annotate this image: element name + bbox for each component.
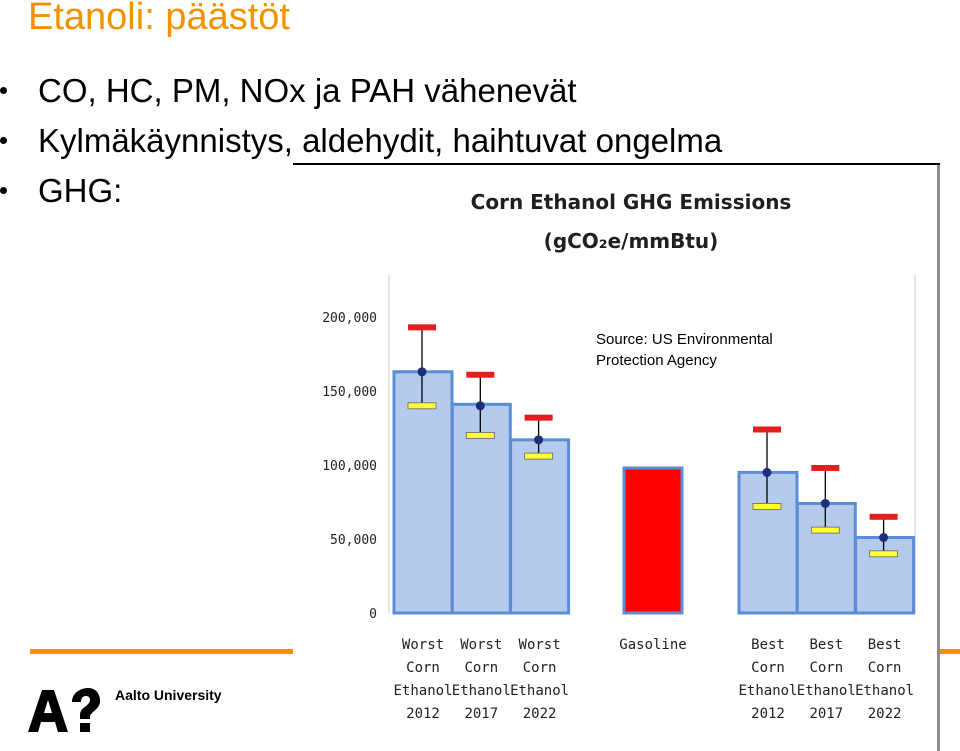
bullet-text: Kylmäkäynnistys, aldehydit, haihtuvat on… <box>38 122 723 159</box>
bar-gasoline <box>622 466 684 615</box>
mid-marker <box>879 533 889 543</box>
x-tick-label: Corn <box>809 660 843 676</box>
high-marker <box>408 324 436 331</box>
low-marker <box>465 431 495 439</box>
x-tick-label: Ethanol <box>855 683 914 699</box>
mid-marker <box>417 367 427 377</box>
chart-title: Corn Ethanol GHG Emissions <box>471 190 792 214</box>
bar <box>795 501 857 615</box>
x-tick-label: Worst <box>460 637 502 653</box>
x-tick-label: 2012 <box>406 706 440 722</box>
bullet-item: GHG: <box>0 172 200 212</box>
x-tick-label: Worst <box>402 637 444 653</box>
bullet-item: CO, HC, PM, NOx ja PAH vähenevät <box>0 72 700 112</box>
x-tick-label: 2022 <box>868 706 902 722</box>
x-tick-label: Gasoline <box>619 637 686 653</box>
mid-marker <box>820 498 830 508</box>
x-tick-label: Best <box>809 637 843 653</box>
high-marker <box>524 414 553 421</box>
low-marker <box>810 526 840 534</box>
mid-marker <box>475 401 485 411</box>
low-marker <box>524 452 554 460</box>
bullet-text: CO, HC, PM, NOx ja PAH vähenevät <box>38 72 577 109</box>
x-tick-label: Corn <box>523 660 557 676</box>
x-tick-label: Ethanol <box>797 683 856 699</box>
bar <box>854 536 916 615</box>
y-tick-label: 50,000 <box>330 533 377 548</box>
chart-panel: Corn Ethanol GHG Emissions (gCO₂e/mmBtu)… <box>293 165 938 751</box>
chart-frame-right <box>937 165 940 751</box>
x-tick-label: Worst <box>519 637 561 653</box>
bullet-dot <box>0 187 7 194</box>
y-tick-label: 0 <box>369 607 377 622</box>
x-tick-label: Best <box>751 637 785 653</box>
ghg-chart: Corn Ethanol GHG Emissions (gCO₂e/mmBtu)… <box>322 190 916 722</box>
low-marker <box>407 402 437 410</box>
source-note-line: Protection Agency <box>596 352 717 369</box>
high-marker <box>869 513 898 520</box>
x-tick-label: Ethanol <box>510 683 569 699</box>
chart-frame-top <box>293 163 940 165</box>
x-tick-label: Corn <box>868 660 902 676</box>
x-tick-label: 2012 <box>751 706 785 722</box>
x-tick-label: Corn <box>406 660 440 676</box>
x-tick-label: Best <box>868 637 902 653</box>
bullet-dot <box>0 137 7 144</box>
mid-marker <box>762 467 772 477</box>
bar <box>737 470 799 615</box>
y-tick-label: 200,000 <box>322 311 377 326</box>
low-marker <box>752 503 782 510</box>
high-marker <box>753 426 781 433</box>
bullet-dot <box>0 87 7 94</box>
bar <box>509 438 571 615</box>
bullet-item: Kylmäkäynnistys, aldehydit, haihtuvat on… <box>0 122 800 162</box>
slide-title: Etanoli: päästöt <box>28 0 290 38</box>
high-marker <box>811 464 840 471</box>
source-note-line: Source: US Environmental <box>596 331 773 348</box>
low-marker <box>869 550 898 558</box>
y-tick-label: 100,000 <box>322 459 377 474</box>
aalto-logo <box>28 688 100 732</box>
bullet-text: GHG: <box>38 172 123 209</box>
x-tick-label: 2017 <box>464 706 498 722</box>
x-tick-label: Ethanol <box>452 683 511 699</box>
x-tick-label: 2022 <box>523 706 557 722</box>
chart-subtitle: (gCO₂e/mmBtu) <box>544 229 719 253</box>
x-tick-label: Corn <box>464 660 498 676</box>
source-note: Source: US Environmental Protection Agen… <box>596 329 773 371</box>
logo-wordmark: Aalto University <box>115 687 222 703</box>
y-tick-label: 150,000 <box>322 385 377 400</box>
mid-marker <box>534 435 544 445</box>
x-tick-label: Ethanol <box>393 683 452 699</box>
x-tick-label: Corn <box>751 660 785 676</box>
high-marker <box>466 371 495 378</box>
x-tick-label: Ethanol <box>738 683 797 699</box>
x-tick-label: 2017 <box>809 706 843 722</box>
